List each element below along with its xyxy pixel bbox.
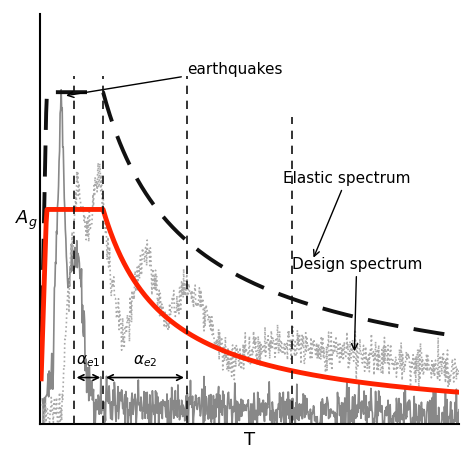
Text: $\alpha_{e2}$: $\alpha_{e2}$ (133, 352, 157, 368)
X-axis label: T: T (244, 430, 255, 448)
Text: earthquakes: earthquakes (68, 62, 283, 98)
Text: Design spectrum: Design spectrum (292, 257, 422, 350)
Y-axis label: $A_g$: $A_g$ (15, 208, 38, 232)
Text: Elastic spectrum: Elastic spectrum (283, 171, 410, 257)
Text: $\alpha_{e1}$: $\alpha_{e1}$ (76, 352, 100, 368)
